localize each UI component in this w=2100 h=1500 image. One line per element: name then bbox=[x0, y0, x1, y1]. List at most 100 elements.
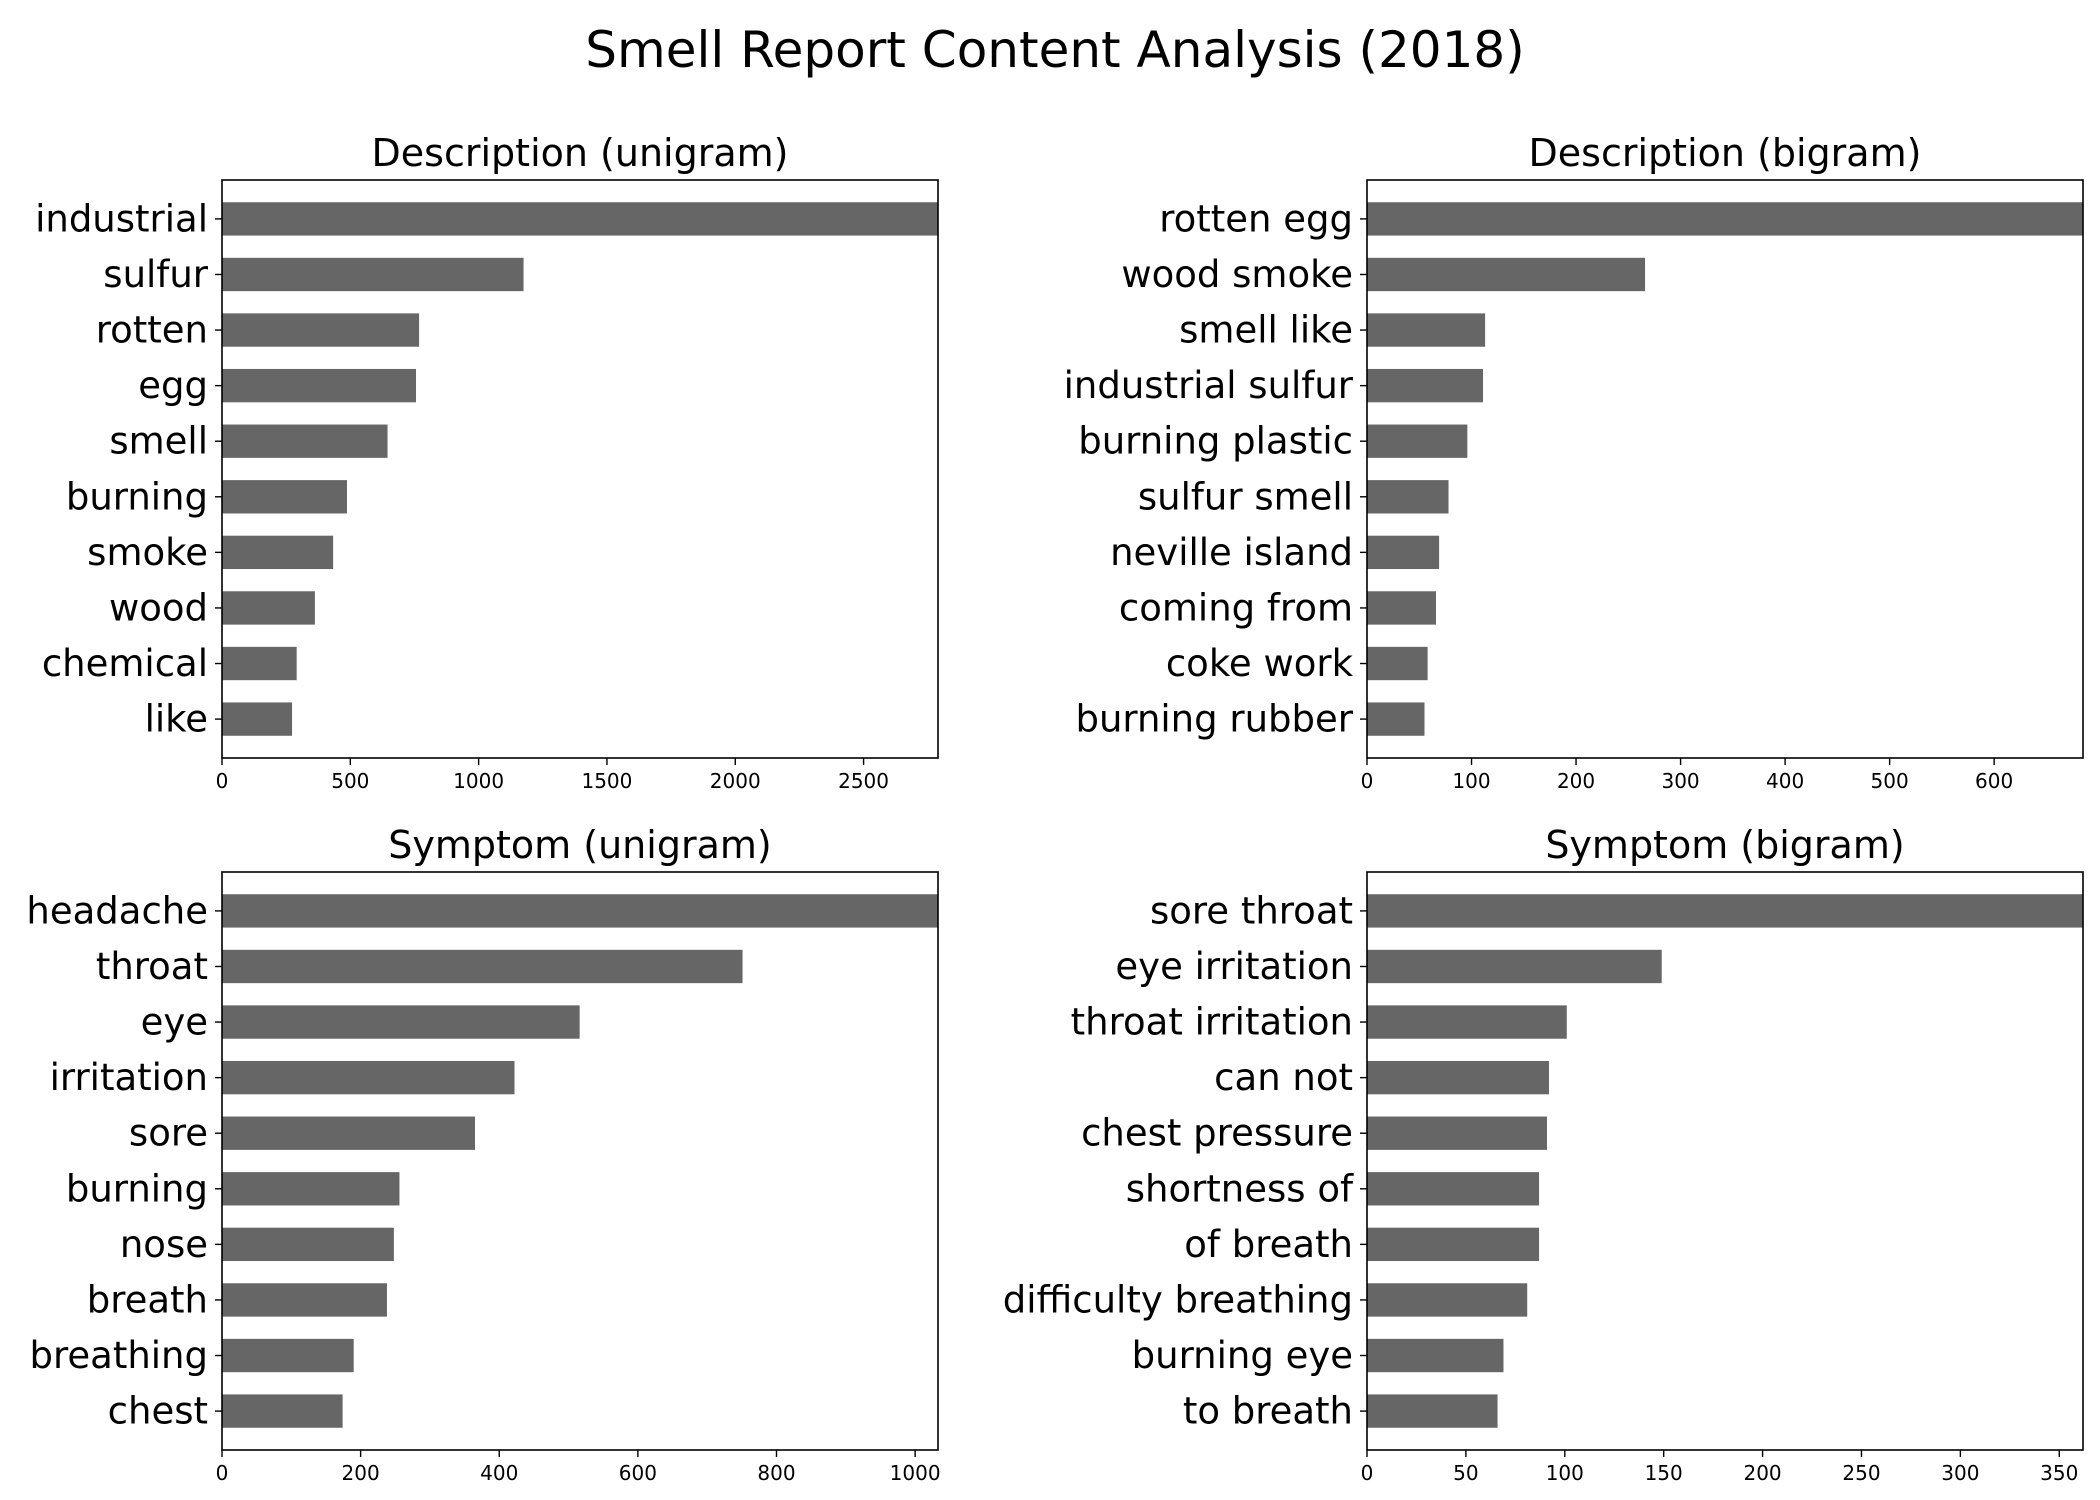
bar-shortness-of bbox=[1367, 1172, 1540, 1206]
category-label-throat: throat bbox=[96, 945, 208, 988]
category-label-like: like bbox=[145, 698, 208, 741]
category-label-smell: smell bbox=[109, 420, 208, 463]
bar-sore-throat bbox=[1367, 894, 2083, 928]
category-label-sore-throat: sore throat bbox=[1150, 889, 1353, 932]
bar-egg bbox=[222, 368, 417, 403]
chart-title: Symptom (bigram) bbox=[1545, 823, 1904, 867]
bar-burning bbox=[222, 1172, 400, 1206]
bar-nose bbox=[222, 1227, 394, 1262]
x-tick-label: 1000 bbox=[890, 1461, 941, 1485]
bar-headache bbox=[222, 894, 938, 928]
x-tick-label: 2000 bbox=[710, 769, 761, 793]
chart-panels: Description (unigram) industrial sulfur rot… bbox=[26, 131, 2084, 1485]
x-tick-label: 300 bbox=[1941, 1461, 1979, 1485]
x-tick-label: 500 bbox=[1871, 769, 1909, 793]
chart-description-unigram: Description (unigram) industrial sulfur rot… bbox=[35, 131, 939, 793]
x-tick-label: 400 bbox=[480, 1461, 518, 1485]
x-tick-label: 0 bbox=[1361, 1461, 1374, 1485]
bar-irritation bbox=[222, 1060, 515, 1095]
plot-frame bbox=[1366, 179, 2084, 759]
category-label-burning: burning bbox=[66, 1167, 208, 1210]
category-label-coke-work: coke work bbox=[1166, 642, 1354, 685]
category-label-burning-rubber: burning rubber bbox=[1075, 698, 1353, 741]
bar-coming-from bbox=[1367, 591, 1436, 625]
category-label-neville-island: neville island bbox=[1110, 531, 1353, 574]
x-tick-label: 200 bbox=[342, 1461, 380, 1485]
plot-frame bbox=[221, 179, 939, 759]
x-tick-label: 100 bbox=[1452, 769, 1490, 793]
category-label-eye-irritation: eye irritation bbox=[1115, 945, 1353, 988]
bar-coke-work bbox=[1367, 646, 1428, 681]
x-tick-label: 50 bbox=[1453, 1461, 1478, 1485]
category-label-headache: headache bbox=[26, 889, 208, 932]
x-tick-label: 350 bbox=[2040, 1461, 2078, 1485]
category-label-chest-pressure: chest pressure bbox=[1081, 1112, 1353, 1155]
bar-throat-irritation bbox=[1367, 1005, 1567, 1039]
x-tick-label: 2500 bbox=[838, 769, 889, 793]
bar-breath bbox=[222, 1283, 387, 1317]
category-label-industrial: industrial bbox=[35, 197, 208, 240]
x-tick-label: 1500 bbox=[581, 769, 632, 793]
chart-description-bigram: Description (bigram) rotten egg wood smoke… bbox=[1064, 131, 2084, 793]
bar-smell bbox=[222, 424, 388, 458]
bar-neville-island bbox=[1367, 535, 1440, 570]
x-tick-label: 200 bbox=[1557, 769, 1595, 793]
bar-difficulty-breathing bbox=[1367, 1283, 1528, 1317]
category-label-burning: burning bbox=[66, 475, 208, 518]
bar-to-breath bbox=[1367, 1394, 1498, 1428]
x-tick-label: 800 bbox=[757, 1461, 795, 1485]
bar-eye bbox=[222, 1005, 580, 1039]
bar-eye-irritation bbox=[1367, 949, 1662, 984]
category-label-industrial-sulfur: industrial sulfur bbox=[1064, 364, 1354, 407]
category-label-smoke: smoke bbox=[87, 531, 208, 574]
bar-chest-pressure bbox=[1367, 1116, 1547, 1150]
bar-sulfur-smell bbox=[1367, 480, 1449, 514]
category-label-smell-like: smell like bbox=[1179, 309, 1353, 352]
x-tick-label: 0 bbox=[1361, 769, 1374, 793]
category-label-coming-from: coming from bbox=[1119, 586, 1353, 629]
x-tick-label: 400 bbox=[1766, 769, 1804, 793]
category-label-chemical: chemical bbox=[42, 642, 208, 685]
category-label-sore: sore bbox=[129, 1112, 208, 1155]
bar-burning-rubber bbox=[1367, 702, 1425, 736]
chart-symptom-bigram: Symptom (bigram) sore throat eye irritatio… bbox=[1003, 823, 2084, 1485]
chart-title: Description (unigram) bbox=[372, 131, 789, 175]
x-tick-label: 0 bbox=[216, 769, 229, 793]
category-label-breathing: breathing bbox=[30, 1334, 209, 1377]
bar-chemical bbox=[222, 646, 297, 681]
category-label-sulfur-smell: sulfur smell bbox=[1138, 475, 1353, 518]
plot-frame bbox=[1366, 871, 2084, 1451]
bar-wood-smoke bbox=[1367, 257, 1646, 292]
x-tick-label: 250 bbox=[1842, 1461, 1880, 1485]
bar-sore bbox=[222, 1116, 475, 1150]
category-label-rotten: rotten bbox=[96, 309, 208, 352]
category-label-nose: nose bbox=[120, 1223, 208, 1266]
category-label-wood-smoke: wood smoke bbox=[1121, 253, 1353, 296]
x-tick-label: 1000 bbox=[453, 769, 504, 793]
bar-like bbox=[222, 702, 293, 736]
bar-wood bbox=[222, 591, 315, 625]
chart-title: Description (bigram) bbox=[1529, 131, 1922, 175]
bar-burning-eye bbox=[1367, 1338, 1504, 1373]
plot-frame bbox=[221, 871, 939, 1451]
category-label-burning-plastic: burning plastic bbox=[1078, 420, 1353, 463]
category-label-eye: eye bbox=[141, 1001, 208, 1044]
bar-chest bbox=[222, 1394, 343, 1428]
category-label-of-breath: of breath bbox=[1184, 1223, 1353, 1266]
bar-burning bbox=[222, 480, 347, 514]
category-label-burning-eye: burning eye bbox=[1132, 1334, 1353, 1377]
category-label-breath: breath bbox=[87, 1278, 208, 1321]
bar-can-not bbox=[1367, 1060, 1549, 1095]
bar-rotten bbox=[222, 313, 420, 347]
bar-industrial bbox=[222, 202, 938, 236]
bar-sulfur bbox=[222, 257, 524, 292]
chart-title: Symptom (unigram) bbox=[388, 823, 771, 867]
bar-throat bbox=[222, 949, 743, 984]
bar-breathing bbox=[222, 1338, 354, 1373]
category-label-rotten-egg: rotten egg bbox=[1159, 197, 1353, 240]
x-tick-label: 600 bbox=[1975, 769, 2013, 793]
bar-of-breath bbox=[1367, 1227, 1540, 1262]
bar-rotten-egg bbox=[1367, 202, 2083, 236]
